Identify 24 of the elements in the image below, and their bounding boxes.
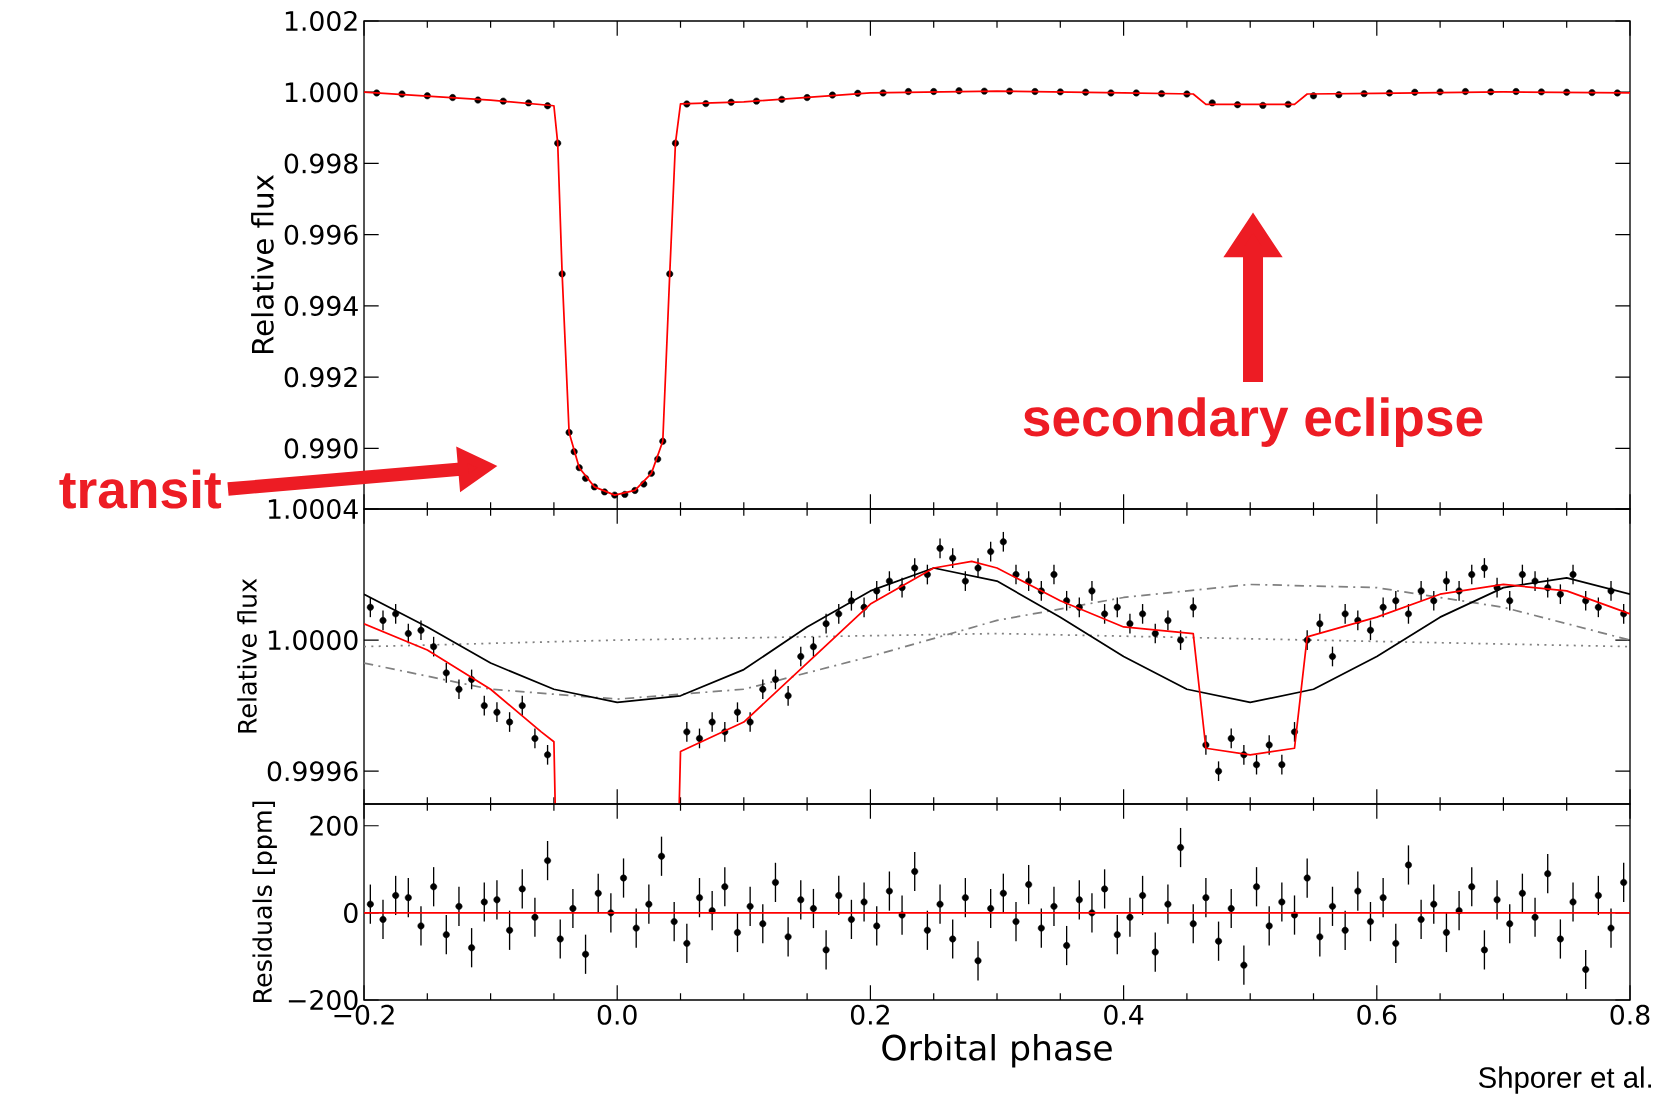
y-tick-label: 200 (310, 815, 358, 836)
x-tick-label: 0.4 (1104, 1004, 1144, 1025)
y-tick-label: 0.992 (284, 367, 357, 388)
y-axis-title: Relative flux (237, 578, 257, 733)
x-tick-label: 0.6 (1357, 1004, 1397, 1025)
y-tick-label: 0.990 (284, 438, 358, 459)
x-axis-title: Orbital phase (882, 1034, 1112, 1068)
y-tick-label: 1.0004 (268, 498, 358, 520)
y-tick-label: 1.000 (285, 82, 358, 103)
y-tick-label: 1.002 (285, 10, 357, 32)
y-tick-label: 0.9996 (267, 761, 358, 782)
y-axis-title: Relative flux (251, 174, 274, 354)
x-tick-label: 0.2 (850, 1004, 889, 1025)
y-tick-label: 0 (344, 902, 358, 923)
text: transit (59, 469, 222, 509)
x-tick-label: 0.8 (1610, 1004, 1650, 1025)
annotation: secondary eclipse (1023, 397, 1483, 447)
y-tick-label: 0.996 (284, 224, 358, 245)
text: Shporer et al. (1478, 1066, 1652, 1094)
y-tick-label: 1.0000 (268, 630, 358, 651)
y-tick-label: 0.998 (284, 153, 358, 174)
y-axis-title: Residuals [ppm] (252, 801, 277, 1002)
x-tick-label: 0.0 (597, 1004, 637, 1025)
y-tick-label: 0.994 (284, 295, 358, 317)
